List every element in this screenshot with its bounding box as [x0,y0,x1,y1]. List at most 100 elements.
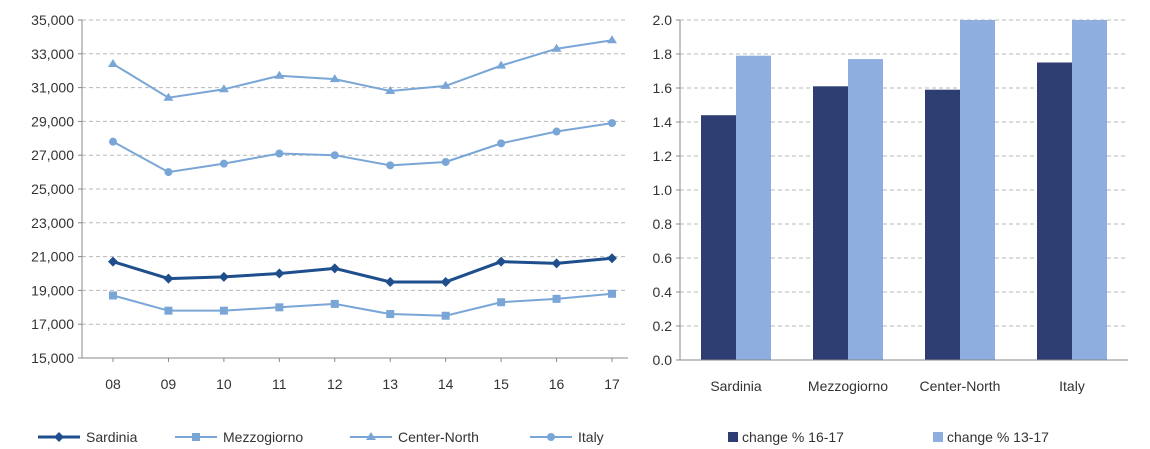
bar-change-13-17 [848,59,883,360]
legend-label: change % 13-17 [947,429,1049,445]
legend-label: Center-North [398,429,479,445]
legend-bar-swatch [933,432,943,442]
line-chart-y-tick-label: 27,000 [31,147,74,163]
line-chart-y-tick-label: 35,000 [31,12,74,28]
line-chart: 15,000 17,000 19,000 21,000 23,000 25,000 27,0… [31,12,628,392]
bar-chart-y-tick-label: 1.4 [653,114,673,130]
line-data-point [109,291,117,300]
legend-marker [547,433,555,441]
line-data-point [218,84,229,93]
line-chart-y-tick-label: 23,000 [31,215,74,231]
bar-chart-y-tick-label: 1.2 [653,148,673,164]
line-series-path [112,256,613,284]
line-data-point [108,256,118,267]
bar-change-13-17 [736,55,771,360]
line-data-point [385,276,396,287]
line-data-point [441,311,450,320]
line-chart-y-tick-label: 17,000 [31,316,74,332]
line-data-point [551,258,562,269]
bar-chart: 0.0 0.2 0.4 0.6 0.8 1.0 1.2 1.4 1.6 1.8 2.0 Sardini… [653,12,1128,394]
legend-label: Sardinia [86,429,138,445]
line-chart-y-tick-label: 25,000 [31,181,74,197]
line-chart-x-tick-label: 15 [493,376,509,392]
line-data-point [219,159,228,168]
line-series-sardinia [108,253,617,287]
line-data-point [441,157,450,166]
line-chart-legend: Sardinia Mezzogiorno Center-North Italy [38,429,604,445]
line-data-point [219,306,228,315]
legend-marker [366,432,376,440]
line-data-point [497,139,506,148]
line-data-point [275,303,284,312]
line-data-point [496,256,507,267]
bar-chart-y-tick-label: 0.6 [653,250,673,266]
line-chart-x-tick-label: 10 [216,376,232,392]
bar-change-13-17 [960,20,995,360]
line-data-point [608,119,616,128]
line-data-point [386,310,395,319]
bar-change-16-17 [1037,62,1072,360]
line-chart-y-tick-label: 15,000 [31,350,74,366]
line-chart-y-tick-label: 29,000 [31,113,74,129]
line-data-point [386,161,395,170]
bar-chart-y-tick-label: 0.8 [653,216,673,232]
bar-chart-x-tick-label: Sardinia [710,378,762,394]
line-data-point [385,85,396,94]
line-data-point [608,289,616,298]
line-series-italy [109,119,616,177]
line-series-mezzogiorno [109,289,616,320]
bar-chart-x-tick-label: Mezzogiorno [808,378,888,394]
line-data-point [164,306,173,315]
line-chart-y-tick-label: 33,000 [31,46,74,62]
bar-change-16-17 [701,115,736,360]
line-data-point [163,92,174,101]
line-data-point [108,58,118,67]
line-data-point [607,253,617,264]
line-data-point [496,60,507,69]
line-series-path [112,39,613,99]
line-data-point [109,137,117,146]
line-chart-x-tick-label: 12 [327,376,343,392]
bar-chart-y-tick-label: 1.8 [653,46,673,62]
legend-marker [192,433,200,441]
bar-chart-y-tick-label: 2.0 [653,12,673,28]
bar-chart-y-tick-label: 0.2 [653,318,673,334]
line-data-point [274,268,285,279]
line-data-point [218,271,229,282]
bar-chart-y-tick-label: 0.4 [653,284,673,300]
legend-bar-swatch [728,432,738,442]
line-data-point [164,168,173,177]
line-data-point [275,149,284,158]
bar-change-16-17 [925,89,960,360]
legend-label: Italy [578,429,604,445]
bar-change-13-17 [1072,20,1107,360]
line-chart-x-tick-label: 11 [272,376,287,392]
bar-chart-y-tick-label: 1.0 [653,182,673,198]
legend-label: Mezzogiorno [223,429,303,445]
bar-chart-x-tick-label: Italy [1059,378,1085,394]
line-data-point [329,74,340,83]
line-data-point [330,151,339,160]
line-series-path [112,292,613,317]
line-chart-x-tick-label: 14 [438,376,454,392]
line-data-point [440,80,451,89]
line-data-point [607,35,617,44]
bar-chart-x-tick-label: Center-North [920,378,1001,394]
line-data-point [329,263,340,274]
line-series-path [112,122,613,174]
bar-chart-y-tick-label: 0.0 [653,352,673,368]
line-chart-y-tick-label: 21,000 [31,249,74,265]
line-data-point [163,273,174,284]
bar-chart-legend: change % 16-17 change % 13-17 [728,429,1049,445]
line-data-point [497,298,506,307]
line-chart-x-tick-label: 09 [161,376,177,392]
legend-label: change % 16-17 [742,429,844,445]
line-chart-x-tick-label: 16 [549,376,565,392]
line-data-point [552,294,561,303]
line-series-center-north [108,35,617,101]
legend-marker [54,432,64,442]
line-chart-x-tick-label: 17 [604,376,620,392]
line-chart-y-tick-label: 19,000 [31,282,74,298]
line-data-point [330,299,339,308]
